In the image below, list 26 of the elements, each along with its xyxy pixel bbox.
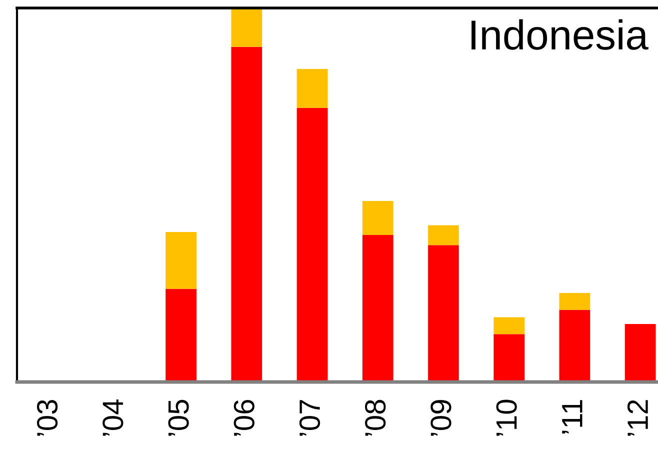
bar [166, 232, 196, 289]
bar [362, 235, 394, 382]
bar [231, 8, 262, 47]
x-tick-label: ’07 [299, 400, 320, 436]
bar [559, 292, 590, 310]
bar [428, 245, 459, 382]
x-tick-label: ’04 [102, 400, 124, 436]
bar [494, 317, 524, 334]
bar [296, 108, 328, 382]
x-tick-label: ’10 [496, 400, 517, 436]
bar [428, 225, 459, 246]
x-tick-label: ’11 [562, 400, 582, 434]
x-tick-label: ’06 [234, 400, 254, 436]
bar [231, 46, 262, 382]
x-tick-label: ’05 [168, 400, 189, 436]
bar [624, 324, 656, 382]
x-tick-label: ’08 [365, 400, 386, 436]
x-tick-label: ’12 [627, 400, 648, 436]
bar [559, 310, 590, 382]
x-tick-label: ’03 [36, 400, 58, 436]
bar [296, 68, 328, 108]
x-tick-label: ’09 [430, 400, 452, 436]
chart-title: Indonesia [472, 19, 648, 50]
bar [166, 288, 196, 382]
bar [494, 334, 524, 382]
bar [362, 200, 394, 236]
